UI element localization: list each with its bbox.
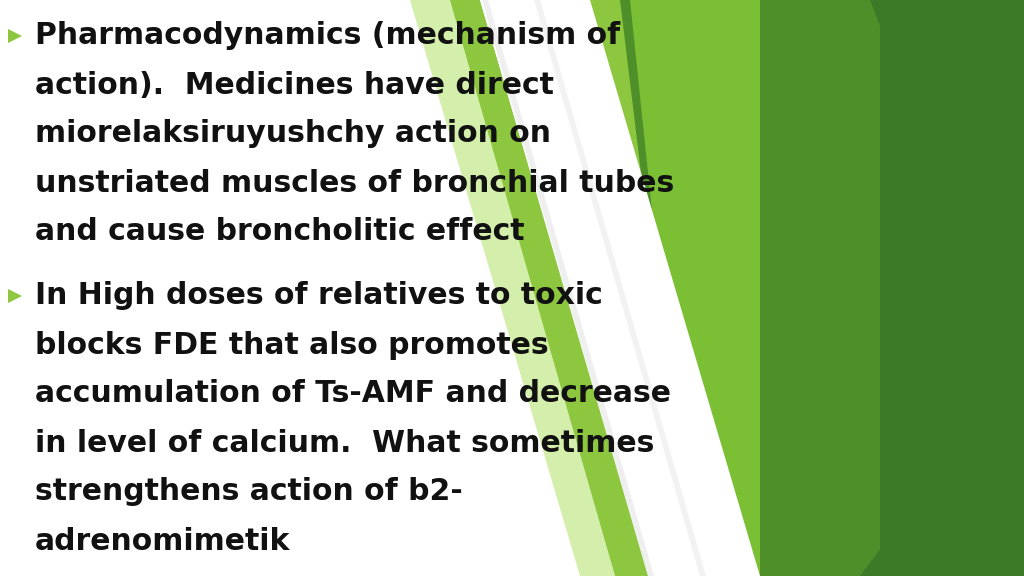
Polygon shape xyxy=(620,0,1024,576)
Polygon shape xyxy=(880,0,1024,576)
Polygon shape xyxy=(440,0,660,576)
Polygon shape xyxy=(480,0,750,576)
Text: blocks FDE that also promotes: blocks FDE that also promotes xyxy=(35,331,549,359)
Polygon shape xyxy=(860,356,1024,576)
Polygon shape xyxy=(480,0,760,576)
Text: adrenomimetik: adrenomimetik xyxy=(35,526,291,555)
Text: In High doses of relatives to toxic: In High doses of relatives to toxic xyxy=(35,282,603,310)
Text: miorelaksiruyushchy action on: miorelaksiruyushchy action on xyxy=(35,119,551,149)
Text: strengthens action of b2-: strengthens action of b2- xyxy=(35,478,463,506)
Polygon shape xyxy=(410,0,620,576)
Polygon shape xyxy=(630,0,870,576)
Text: and cause broncholitic effect: and cause broncholitic effect xyxy=(35,218,524,247)
Polygon shape xyxy=(425,0,615,576)
Polygon shape xyxy=(620,0,870,576)
Text: Pharmacodynamics (mechanism of: Pharmacodynamics (mechanism of xyxy=(35,21,621,51)
Polygon shape xyxy=(760,0,1024,576)
Polygon shape xyxy=(870,0,1024,396)
Polygon shape xyxy=(8,289,22,303)
Polygon shape xyxy=(482,0,654,576)
Polygon shape xyxy=(530,0,1024,576)
Text: accumulation of Ts-AMF and decrease: accumulation of Ts-AMF and decrease xyxy=(35,380,671,408)
Text: unstriated muscles of bronchial tubes: unstriated muscles of bronchial tubes xyxy=(35,169,674,198)
Text: action).  Medicines have direct: action). Medicines have direct xyxy=(35,70,554,100)
Text: in level of calcium.  What sometimes: in level of calcium. What sometimes xyxy=(35,429,654,457)
Polygon shape xyxy=(8,29,22,43)
Polygon shape xyxy=(534,0,706,576)
